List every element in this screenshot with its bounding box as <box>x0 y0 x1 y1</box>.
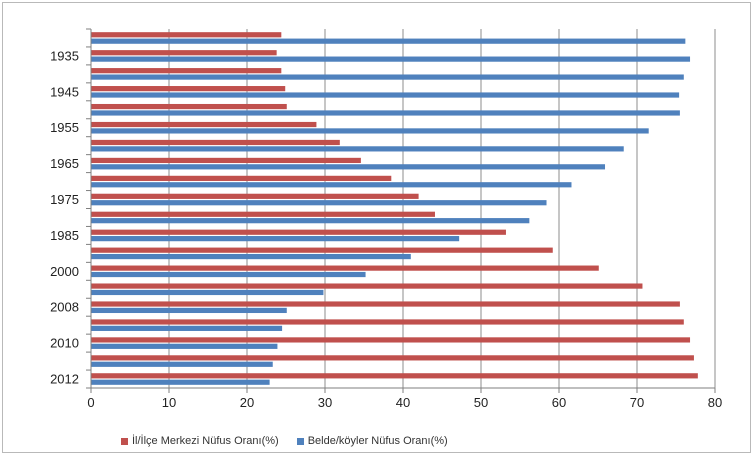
bar-city-8 <box>91 229 506 235</box>
chart-frame: 0 10 20 30 40 50 60 70 80 2012 2010 2008 2000 1985 197… <box>2 2 751 453</box>
bar-city-11 <box>91 175 392 181</box>
bar-city-0 <box>91 373 698 379</box>
legend-swatch-city <box>121 437 128 445</box>
bar-village-16 <box>91 92 680 98</box>
x-tick-label-8: 80 <box>708 395 722 410</box>
bar-village-13 <box>91 146 624 152</box>
x-tick-label-7: 70 <box>630 395 644 410</box>
y-tick-label-1955: 1955 <box>50 120 79 135</box>
bar-city-7 <box>91 247 553 253</box>
bar-city-1 <box>91 355 694 361</box>
legend-item-village: Belde/köyler Nüfus Oranı(%) <box>296 435 448 447</box>
bar-village-6 <box>91 271 366 278</box>
bar-village-18 <box>91 56 691 62</box>
bar-village-0 <box>91 379 270 385</box>
y-tick-label-1985: 1985 <box>50 228 79 243</box>
bar-village-9 <box>91 218 530 224</box>
bar-city-18 <box>91 50 277 56</box>
bar-village-7 <box>91 253 411 260</box>
bar-village-1 <box>91 361 273 367</box>
bar-city-14 <box>91 121 317 128</box>
x-tick-label-2: 20 <box>240 395 254 410</box>
x-tick-label-3: 30 <box>318 395 332 410</box>
bar-city-16 <box>91 86 286 92</box>
y-tick-label-1945: 1945 <box>50 84 79 99</box>
legend-swatch-village <box>296 437 304 445</box>
bar-village-8 <box>91 236 460 242</box>
bar-city-10 <box>91 193 419 199</box>
y-tick-label-1935: 1935 <box>50 48 79 63</box>
bar-city-12 <box>91 157 361 164</box>
x-tick-label-4: 40 <box>396 395 410 410</box>
bar-city-9 <box>91 211 435 217</box>
y-tick-label-2008: 2008 <box>50 300 79 315</box>
bar-village-4 <box>91 307 287 314</box>
legend-label-city: İl/İlçe Merkezi Nüfus Oranı(%) <box>132 435 279 447</box>
bar-village-5 <box>91 289 324 296</box>
bar-village-19 <box>91 38 686 44</box>
y-tick-label-2000: 2000 <box>50 264 79 279</box>
bar-village-10 <box>91 200 547 206</box>
y-tick-label-2012: 2012 <box>50 372 79 387</box>
legend-label-village: Belde/köyler Nüfus Oranı(%) <box>307 435 448 447</box>
bar-city-17 <box>91 68 282 74</box>
bar-village-3 <box>91 325 283 331</box>
bar-city-13 <box>91 139 340 146</box>
bar-city-15 <box>91 103 287 110</box>
legend-item-city: İl/İlçe Merkezi Nüfus Oranı(%) <box>121 435 279 447</box>
bar-village-12 <box>91 164 606 170</box>
bar-city-6 <box>91 265 599 271</box>
bar-village-15 <box>91 110 680 116</box>
bar-city-3 <box>91 319 684 325</box>
y-tick-label-1965: 1965 <box>50 156 79 171</box>
bar-city-4 <box>91 301 680 307</box>
bar-chart: 0 10 20 30 40 50 60 70 80 2012 2010 2008 2000 1985 197… <box>50 28 722 410</box>
bar-village-17 <box>91 74 684 80</box>
legend: İl/İlçe Merkezi Nüfus Oranı(%) Belde/köy… <box>121 433 466 449</box>
y-tick-label-1975: 1975 <box>50 192 79 207</box>
bar-city-5 <box>91 283 643 289</box>
bar-village-11 <box>91 182 572 188</box>
x-tick-label-5: 50 <box>474 395 488 410</box>
bar-village-14 <box>91 128 649 134</box>
bar-village-2 <box>91 343 278 349</box>
bar-city-19 <box>91 32 282 38</box>
bar-city-2 <box>91 337 691 343</box>
x-tick-label-1: 10 <box>162 395 176 410</box>
y-tick-label-2010: 2010 <box>50 336 79 351</box>
x-tick-label-6: 60 <box>552 395 566 410</box>
x-tick-label-0: 0 <box>87 395 94 410</box>
